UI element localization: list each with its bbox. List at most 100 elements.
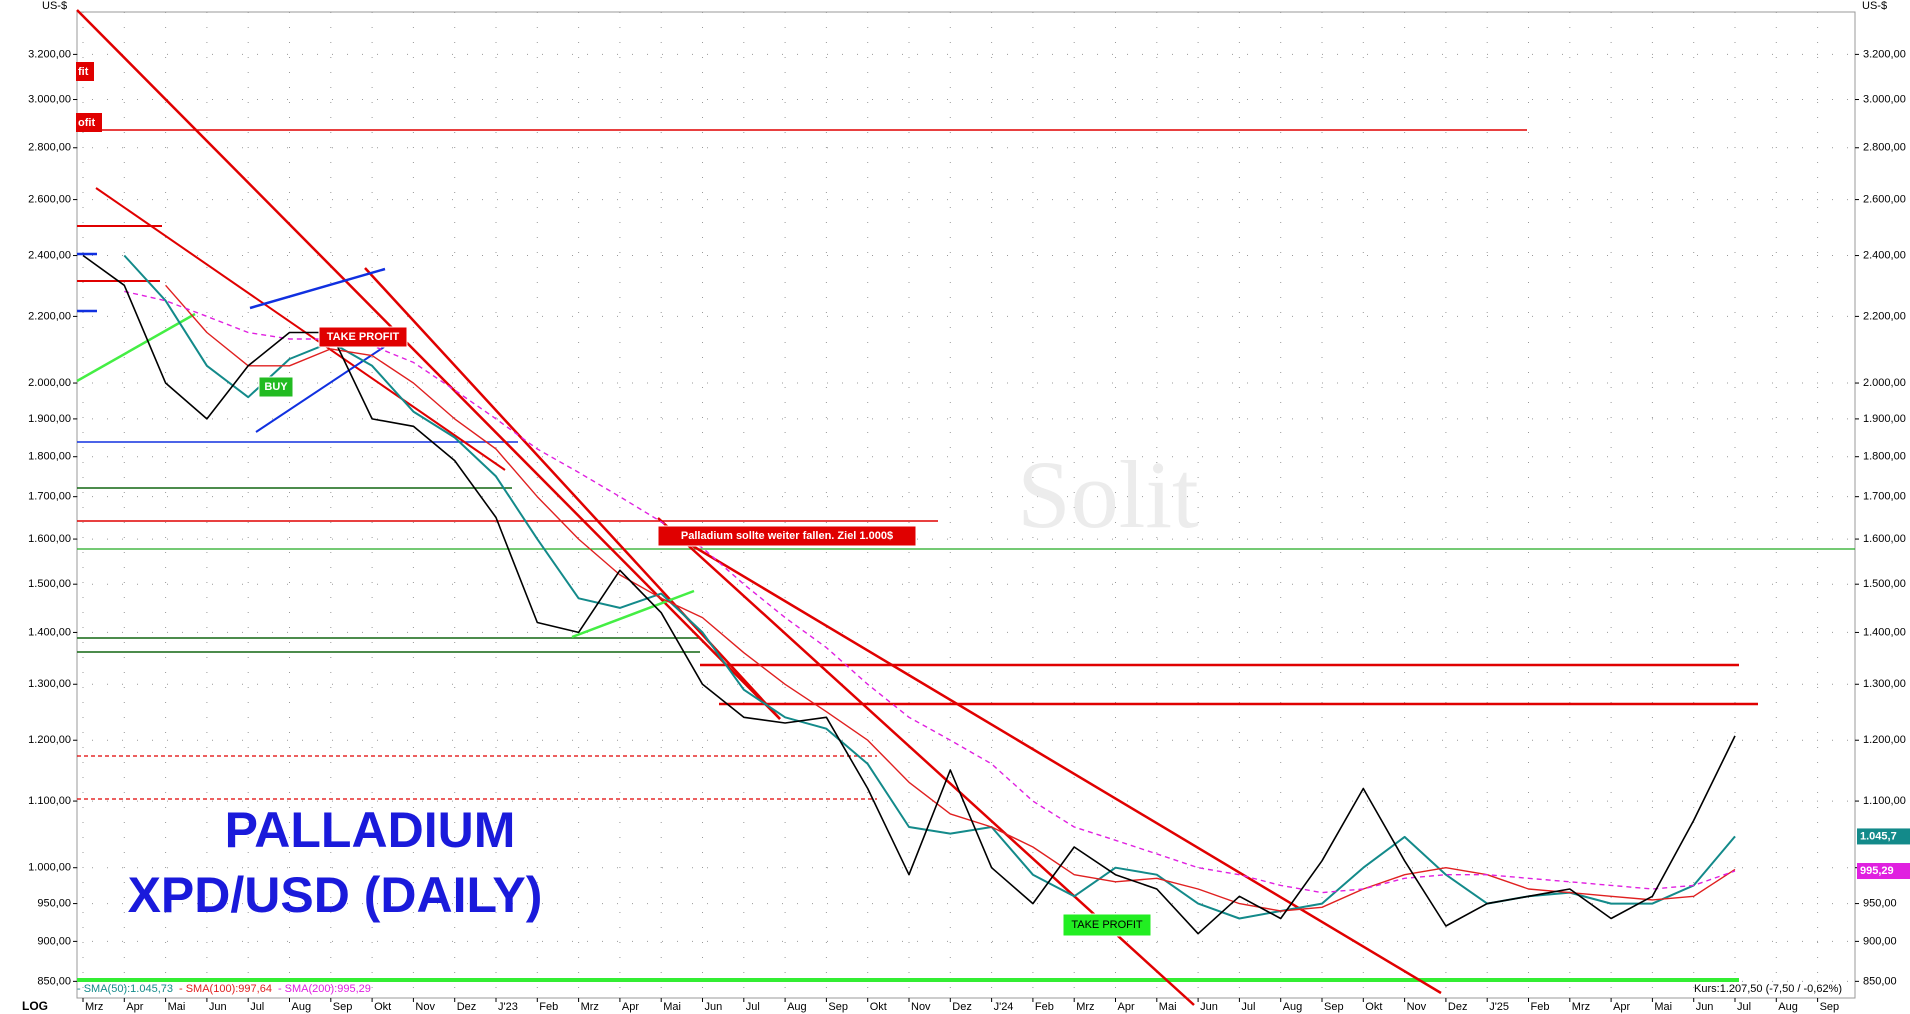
y-tick-label: 1.200,00 [28,734,71,746]
y-tick-label: 1.800,00 [1863,451,1906,463]
y-unit-left: US-$ [42,0,67,12]
x-tick-label: Dez [457,1001,477,1013]
x-tick-label: Feb [539,1001,558,1013]
series-layer [82,254,1736,935]
y-tick-label: 2.600,00 [28,193,71,205]
chart-title: PALLADIUM [225,802,516,858]
y-tick-label: 3.200,00 [28,48,71,60]
x-tick-label: Apr [622,1001,639,1013]
annotations: TAKE PROFIT BUY Palladium sollte weiter … [76,62,1152,937]
y-tick-label: 2.400,00 [1863,249,1906,261]
end-label-box [1857,828,1910,845]
x-tick-label: Apr [1118,1001,1135,1013]
y-tick-label: 2.400,00 [28,249,71,261]
y-tick-label: 3.000,00 [28,93,71,105]
x-tick-label: Sep [1820,1001,1840,1013]
x-tick-label: Jun [705,1001,723,1013]
y-tick-label: 3.200,00 [1863,48,1906,60]
x-tick-label: Sep [1324,1001,1344,1013]
x-tick-label: Mai [1654,1001,1672,1013]
x-tick-label: Aug [292,1001,312,1013]
x-tick-label: Mai [663,1001,681,1013]
x-tick-label: Aug [1778,1001,1798,1013]
y-tick-label: 2.200,00 [28,310,71,322]
annotation: BUY [264,381,288,393]
y-tick-label: 950,00 [37,897,71,909]
x-tick-label: Mrz [85,1001,103,1013]
x-tick-label: J'24 [994,1001,1014,1013]
x-tick-label: Feb [1531,1001,1550,1013]
y-unit-right: US-$ [1862,0,1887,12]
annotation-box [76,62,94,81]
y-tick-label: 850,00 [1863,975,1897,987]
annotation-box [258,376,294,398]
x-tick-label: Jul [1737,1001,1751,1013]
x-tick-label: Aug [1283,1001,1303,1013]
x-tick-label: Sep [828,1001,848,1013]
y-tick-label: 2.800,00 [1863,142,1906,154]
scale-label: LOG [22,999,48,1013]
x-tick-label: Jun [1696,1001,1714,1013]
series-line [165,284,1736,912]
annotation: TAKE PROFIT [327,331,400,343]
legend: - SMA(50):1.045,73 - SMA(100):997,64 - SMA… [77,983,371,995]
x-tick-label: Mrz [581,1001,599,1013]
series-line [82,254,1736,935]
x-tick-label: Mrz [1572,1001,1590,1013]
y-tick-label: 2.000,00 [1863,377,1906,389]
quote: Kurs:1.207,50 (-7,50 / -0,62%) [1694,983,1842,995]
y-tick-label: 1.700,00 [28,491,71,503]
x-tick-label: Jul [1241,1001,1255,1013]
annotation-box [657,525,917,547]
x-tick-label: Apr [1613,1001,1630,1013]
x-tick-label: Sep [333,1001,353,1013]
legend-entry: - SMA(50):1.045,73 [77,983,173,995]
series-line [124,290,1736,894]
trend-line [95,187,506,471]
y-tick-label: 1.000,00 [28,862,71,874]
x-tick-label: Feb [1035,1001,1054,1013]
y-tick-label: 900,00 [1863,935,1897,947]
x-tick-label: J'23 [498,1001,518,1013]
annotation-box [1062,913,1152,937]
x-tick-label: Jun [1200,1001,1218,1013]
y-tick-label: 900,00 [37,935,71,947]
x-tick-label: Jul [746,1001,760,1013]
end-label: 995,29 [1860,865,1894,877]
x-tick-label: J'25 [1489,1001,1509,1013]
y-tick-label: 950,00 [1863,897,1897,909]
x-tick-label: Apr [126,1001,143,1013]
y-tick-label: 1.800,00 [28,451,71,463]
x-tick-label: Mai [168,1001,186,1013]
y-tick-label: 850,00 [37,975,71,987]
legend-entry: - SMA(200):995,29 [278,983,371,995]
x-tick-label: Aug [787,1001,807,1013]
x-tick-label: Nov [911,1001,931,1013]
y-tick-label: 3.000,00 [1863,93,1906,105]
y-tick-label: 1.100,00 [28,795,71,807]
x-tick-label: Jul [250,1001,264,1013]
x-tick-label: Jun [209,1001,227,1013]
plot-area [76,11,1856,999]
y-tick-label: 1.600,00 [28,533,71,545]
trend-line [76,9,781,720]
end-label-box [1857,863,1910,880]
y-tick-label: 1.200,00 [1863,734,1906,746]
y-tick-label: 1.400,00 [28,626,71,638]
y-tick-label: 1.300,00 [1863,678,1906,690]
x-tick-label: Okt [1365,1001,1382,1013]
y-tick-label: 2.000,00 [28,377,71,389]
trend-line [249,267,386,310]
annotation: Palladium sollte weiter fallen. Ziel 1.0… [681,530,893,542]
y-tick-label: 1.500,00 [28,578,71,590]
y-tick-label: 1.400,00 [1863,626,1906,638]
annotation: ofit [78,117,95,129]
legend-entry: - SMA(100):997,64 [179,983,272,995]
y-tick-label: 1.300,00 [28,678,71,690]
y-tick-label: 1.600,00 [1863,533,1906,545]
y-tick-label: 2.600,00 [1863,193,1906,205]
y-tick-label: 1.100,00 [1863,795,1906,807]
drawings [76,9,1855,1006]
series-line [123,254,1736,920]
